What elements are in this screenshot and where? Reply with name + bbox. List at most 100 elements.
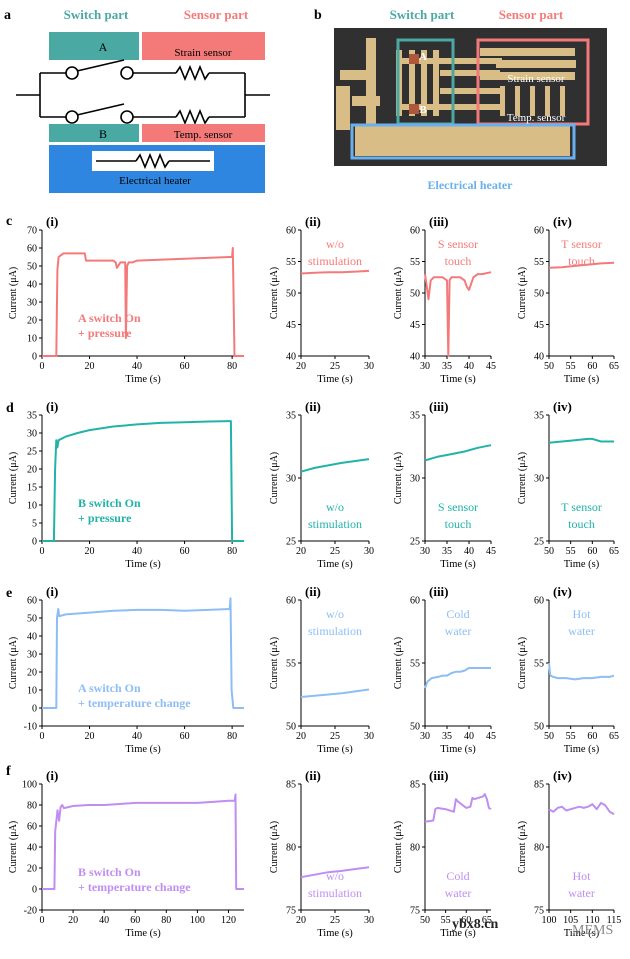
photo-label-b: B <box>419 104 427 116</box>
y-axis-label: Current (μA) <box>8 637 19 689</box>
x-tick-label: 40 <box>132 361 142 372</box>
x-axis-label: Time (s) <box>317 559 353 570</box>
x-tick-label: 55 <box>566 546 576 557</box>
y-tick-label: 30 <box>27 429 37 440</box>
x-tick-label: 40 <box>464 546 474 557</box>
annotation-text: + pressure <box>78 326 132 340</box>
y-tick-label: 20 <box>27 465 37 476</box>
sub-label: (iv) <box>553 584 572 599</box>
y-tick-label: 85 <box>410 780 420 791</box>
annotation-text: w/o <box>326 869 344 883</box>
strain-sensor-box <box>142 32 265 60</box>
x-tick-label: 0 <box>40 361 45 372</box>
sub-label: (ii) <box>305 399 321 414</box>
annotation-text: Hot <box>573 607 592 621</box>
panel-letter-a: a <box>4 8 11 23</box>
panel-letter-d: d <box>6 401 14 416</box>
x-tick-label: 65 <box>609 361 619 372</box>
x-tick-label: 20 <box>296 731 306 742</box>
y-tick-label: 40 <box>286 352 296 363</box>
y-tick-label: 60 <box>534 226 544 237</box>
x-tick-label: 80 <box>227 361 237 372</box>
y-tick-label: 20 <box>27 316 37 327</box>
x-tick-label: 55 <box>566 731 576 742</box>
x-tick-label: 80 <box>227 731 237 742</box>
series-line <box>300 458 370 473</box>
x-tick-label: 35 <box>442 361 452 372</box>
temp-sensor-label: Temp. sensor <box>174 129 233 141</box>
annotation-text: A switch On <box>78 311 141 325</box>
photo-heater-outline <box>350 123 576 160</box>
annotation-text: B switch On <box>78 496 141 510</box>
y-tick-label: 60 <box>27 244 37 255</box>
y-axis-label: Current (μA) <box>393 452 404 504</box>
chart-f-4: (iv) 75 80 85 100 105 110 115 Time (s) Current (μ… <box>517 768 621 939</box>
annotation-text: touch <box>445 517 472 531</box>
series-line <box>548 261 615 269</box>
annotation-text: + temperature change <box>78 696 191 710</box>
annotation-text: A switch On <box>78 681 141 695</box>
x-tick-label: 25 <box>330 915 340 926</box>
y-axis-label: Current (μA) <box>8 821 19 873</box>
x-tick-label: 120 <box>221 915 236 926</box>
x-tick-label: 80 <box>161 915 171 926</box>
y-tick-label: 100 <box>22 780 37 791</box>
x-tick-label: 55 <box>566 361 576 372</box>
series-line <box>424 444 492 462</box>
y-tick-label: 40 <box>27 632 37 643</box>
sub-label: (ii) <box>305 584 321 599</box>
x-tick-label: 55 <box>441 915 451 926</box>
y-tick-label: 30 <box>27 298 37 309</box>
circuit-diagram <box>16 59 270 126</box>
x-axis-label: Time (s) <box>125 374 161 385</box>
y-tick-label: 40 <box>27 280 37 291</box>
panel-b-sensor-header: Sensor part <box>499 7 564 22</box>
y-tick-label: 35 <box>534 411 544 422</box>
annotation-text: T sensor <box>561 500 602 514</box>
annotation-text: Cold <box>446 869 469 883</box>
x-tick-label: 115 <box>607 915 622 926</box>
series-line <box>548 662 615 681</box>
y-tick-label: 10 <box>27 686 37 697</box>
x-tick-label: 60 <box>180 731 190 742</box>
y-tick-label: 5 <box>32 519 37 530</box>
x-tick-label: 20 <box>296 361 306 372</box>
panel-letter-c: c <box>6 214 12 229</box>
chart-c-1: (i) 0 10 20 30 40 50 60 70 0 20 40 60 80 Time (s) Curre… <box>8 214 244 385</box>
annotation-text: water <box>568 624 595 638</box>
y-tick-label: 25 <box>534 537 544 548</box>
annotation-text: water <box>445 886 472 900</box>
series-line <box>548 801 615 816</box>
series-line <box>300 866 370 879</box>
x-tick-label: 35 <box>442 731 452 742</box>
y-axis-label: Current (μA) <box>269 452 280 504</box>
y-tick-label: 20 <box>27 668 37 679</box>
x-axis-label: Time (s) <box>317 374 353 385</box>
y-tick-label: 75 <box>410 906 420 917</box>
y-tick-label: 50 <box>286 289 296 300</box>
x-tick-label: 60 <box>461 915 471 926</box>
annotation-text: touch <box>445 254 472 268</box>
x-axis-label: Time (s) <box>125 928 161 939</box>
chart-c-4: (iv) 40 45 50 55 60 50 55 60 65 Time (s) Current (μ… <box>517 214 619 385</box>
switch-a-label: A <box>99 40 108 54</box>
x-axis-label: Time (s) <box>564 928 600 939</box>
sub-label: (iv) <box>553 214 572 229</box>
y-tick-label: 60 <box>27 596 37 607</box>
y-tick-label: 35 <box>286 411 296 422</box>
x-tick-label: 20 <box>68 915 78 926</box>
y-tick-label: 45 <box>410 320 420 331</box>
watermark-left: ybx8.cn <box>452 917 499 932</box>
chart-c-2: (ii) 40 45 50 55 60 20 25 30 Time (s) Current (μA)… <box>269 214 374 385</box>
x-tick-label: 45 <box>486 361 496 372</box>
y-tick-label: 50 <box>27 614 37 625</box>
x-tick-label: 100 <box>542 915 557 926</box>
y-tick-label: 50 <box>534 722 544 733</box>
y-tick-label: 30 <box>286 474 296 485</box>
annotation-text: stimulation <box>308 254 362 268</box>
heater-resistor-icon <box>96 152 210 170</box>
series-line <box>424 793 492 823</box>
y-tick-label: 0 <box>32 352 37 363</box>
